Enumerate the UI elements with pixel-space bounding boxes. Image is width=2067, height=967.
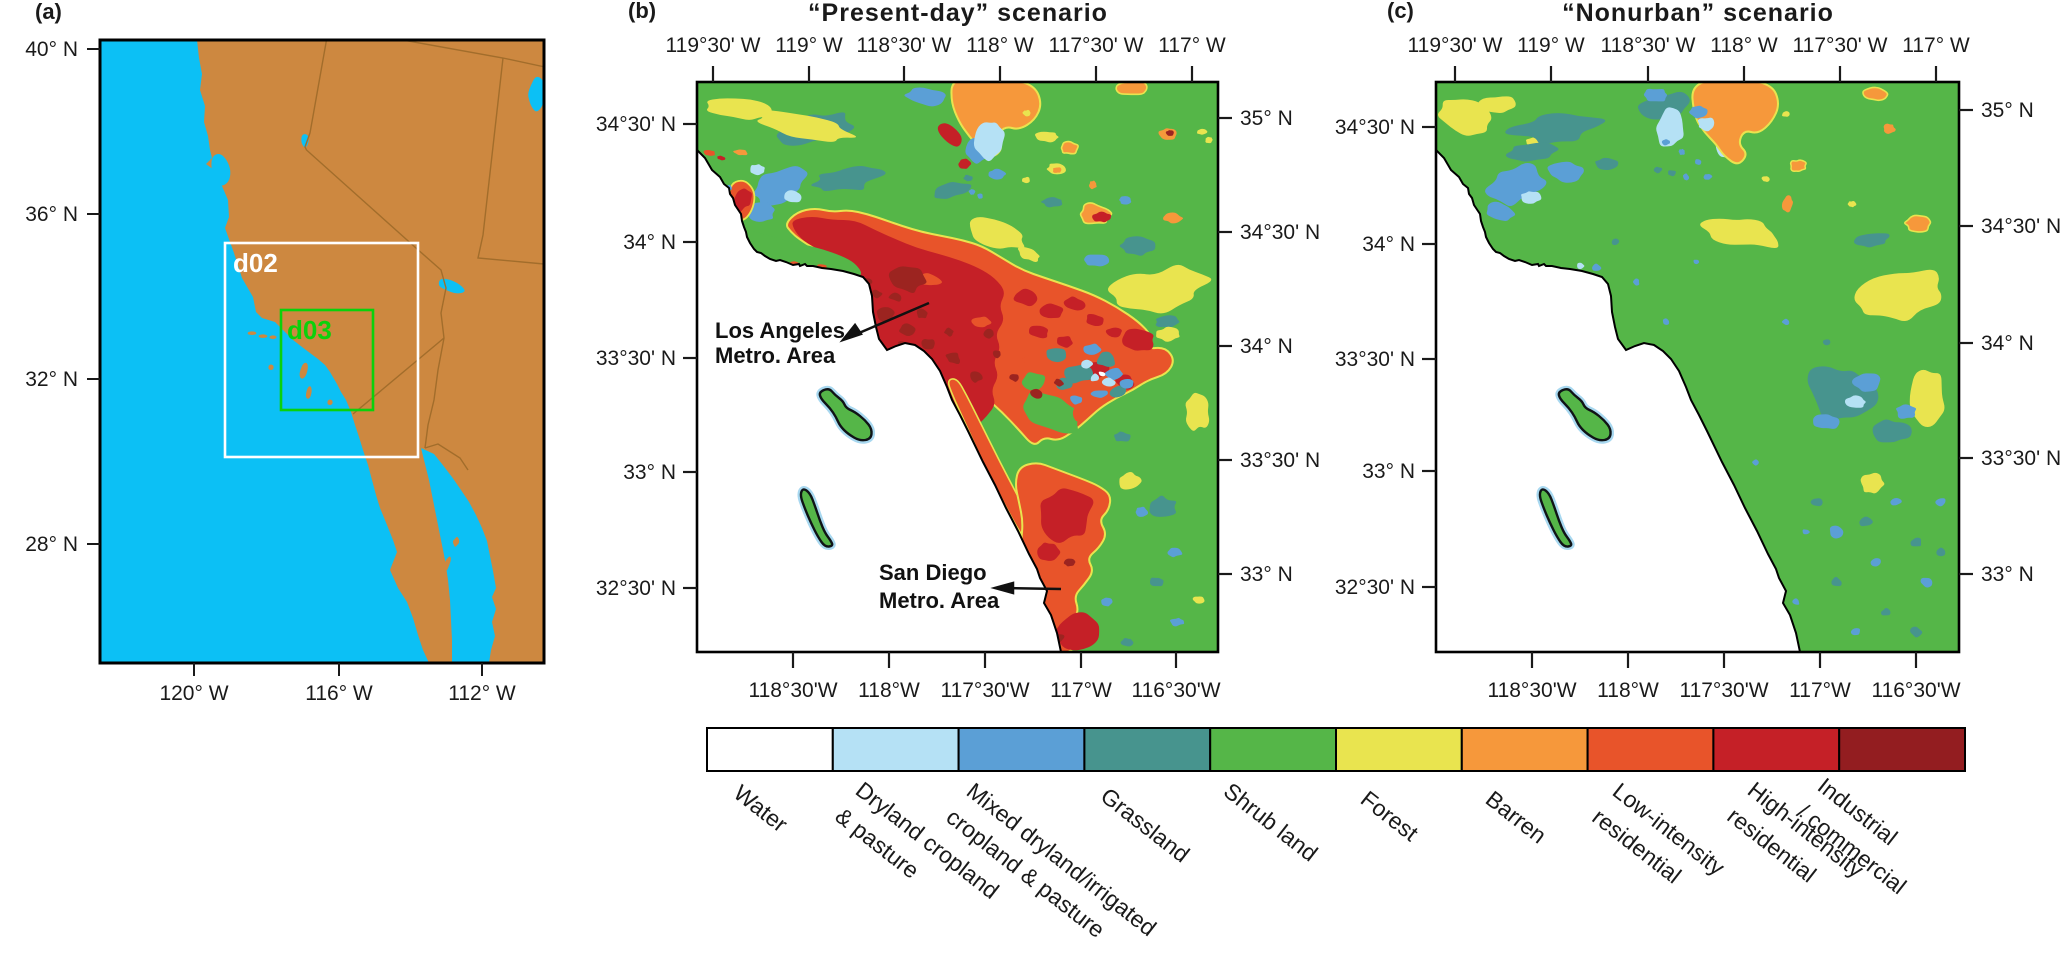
svg-text:118°30' W: 118°30' W (857, 34, 952, 57)
svg-text:117°W: 117°W (1050, 679, 1112, 702)
svg-text:34° N: 34° N (1362, 233, 1415, 256)
svg-text:(b): (b) (628, 0, 656, 23)
svg-text:d03: d03 (287, 315, 332, 345)
svg-text:Metro. Area: Metro. Area (879, 588, 1000, 613)
svg-text:116° W: 116° W (305, 682, 373, 705)
svg-text:116°30'W: 116°30'W (1131, 679, 1220, 702)
svg-text:“Nonurban” scenario: “Nonurban” scenario (1562, 0, 1834, 27)
svg-text:40° N: 40° N (25, 38, 78, 61)
svg-text:35° N: 35° N (1981, 99, 2034, 122)
svg-text:118° W: 118° W (966, 34, 1034, 57)
svg-text:118°30'W: 118°30'W (748, 679, 837, 702)
svg-text:Metro. Area: Metro. Area (715, 343, 836, 368)
svg-text:118° W: 118° W (1710, 34, 1778, 57)
svg-text:117°30' W: 117°30' W (1049, 34, 1144, 57)
svg-text:(c): (c) (1387, 0, 1414, 23)
svg-text:33°30' N: 33°30' N (1981, 447, 2061, 470)
svg-text:33° N: 33° N (623, 461, 676, 484)
svg-text:118°30'W: 118°30'W (1487, 679, 1576, 702)
svg-text:34° N: 34° N (623, 231, 676, 254)
svg-text:34°30' N: 34°30' N (1981, 215, 2061, 238)
svg-text:117°W: 117°W (1789, 679, 1851, 702)
svg-text:119° W: 119° W (1517, 34, 1585, 57)
svg-text:120° W: 120° W (159, 682, 228, 705)
svg-text:33° N: 33° N (1240, 563, 1293, 586)
svg-text:117° W: 117° W (1902, 34, 1970, 57)
svg-text:33° N: 33° N (1981, 563, 2034, 586)
svg-text:35° N: 35° N (1240, 107, 1293, 130)
svg-text:32°30' N: 32°30' N (596, 577, 676, 600)
svg-text:112° W: 112° W (448, 682, 516, 705)
svg-text:119°30' W: 119°30' W (1408, 34, 1503, 57)
svg-text:117°30'W: 117°30'W (1679, 679, 1768, 702)
svg-text:118°W: 118°W (1597, 679, 1659, 702)
svg-text:117°30'W: 117°30'W (940, 679, 1029, 702)
svg-text:118°30' W: 118°30' W (1601, 34, 1696, 57)
svg-text:San Diego: San Diego (879, 560, 987, 585)
svg-text:119°30' W: 119°30' W (666, 34, 761, 57)
svg-text:32°30' N: 32°30' N (1335, 576, 1415, 599)
svg-text:33° N: 33° N (1362, 460, 1415, 483)
svg-text:34° N: 34° N (1981, 332, 2034, 355)
svg-text:34°30' N: 34°30' N (1335, 116, 1415, 139)
svg-text:Los Angeles: Los Angeles (715, 318, 845, 343)
svg-text:28° N: 28° N (25, 533, 78, 556)
svg-text:116°30'W: 116°30'W (1871, 679, 1960, 702)
svg-text:33°30' N: 33°30' N (1240, 449, 1320, 472)
svg-text:34° N: 34° N (1240, 335, 1293, 358)
svg-text:33°30' N: 33°30' N (1335, 348, 1415, 371)
svg-text:117°30' W: 117°30' W (1793, 34, 1888, 57)
svg-text:34°30' N: 34°30' N (1240, 221, 1320, 244)
svg-text:36° N: 36° N (25, 203, 78, 226)
svg-text:(a): (a) (35, 0, 62, 24)
svg-text:119° W: 119° W (775, 34, 843, 57)
svg-text:117° W: 117° W (1158, 34, 1226, 57)
svg-text:118°W: 118°W (858, 679, 920, 702)
svg-text:“Present-day” scenario: “Present-day” scenario (808, 0, 1108, 27)
svg-text:33°30' N: 33°30' N (596, 347, 676, 370)
svg-text:32° N: 32° N (25, 368, 78, 391)
svg-text:34°30' N: 34°30' N (596, 113, 676, 136)
svg-text:d02: d02 (233, 248, 278, 278)
